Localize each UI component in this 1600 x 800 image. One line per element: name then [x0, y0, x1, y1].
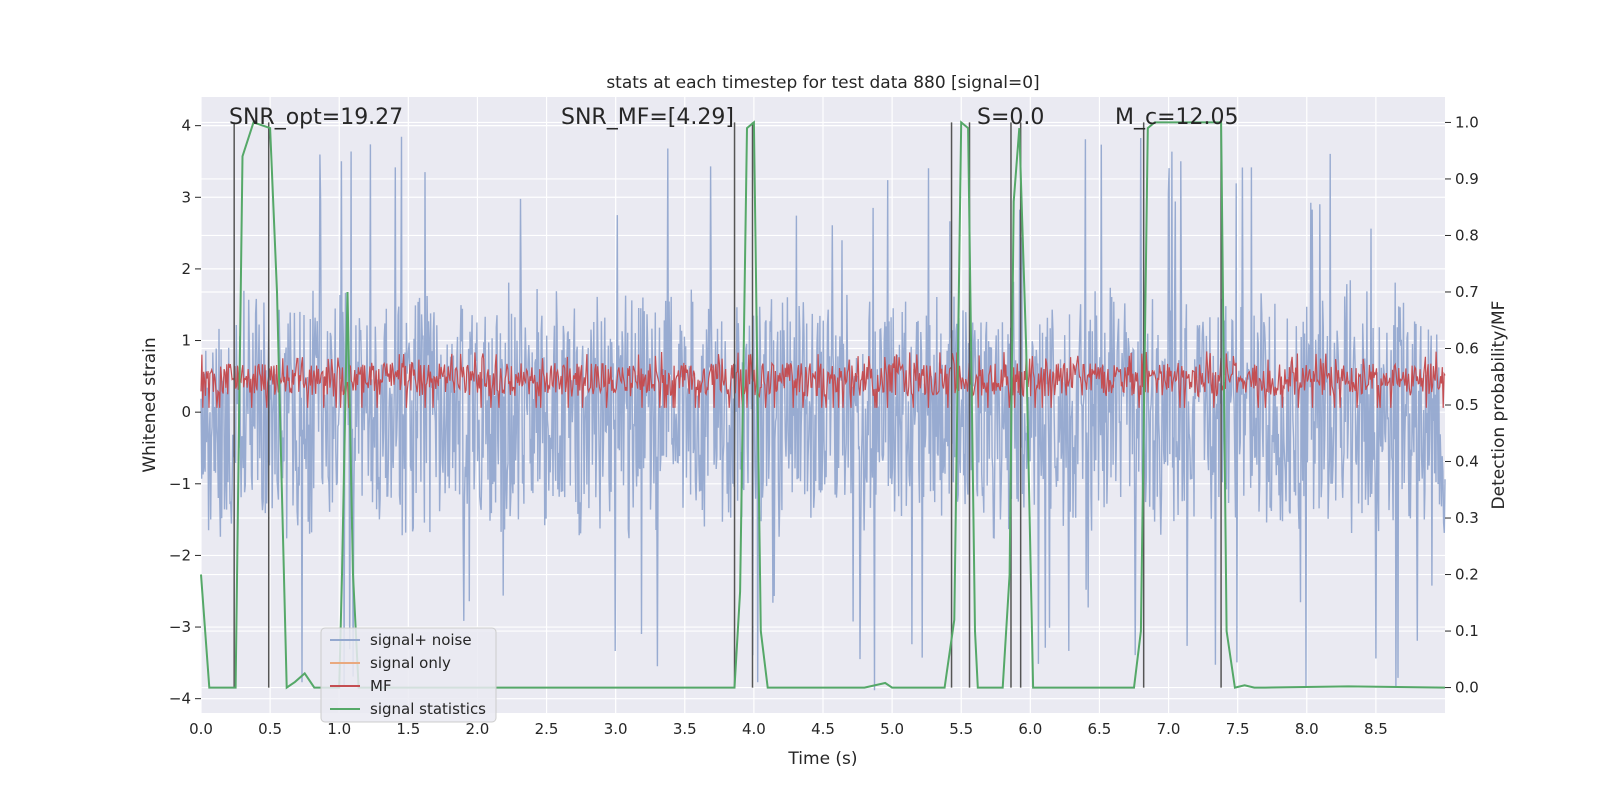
- mf-line: [200, 351, 1446, 408]
- y2-tick-label: 0.7: [1455, 283, 1479, 301]
- x-tick-label: 4.0: [742, 720, 766, 738]
- y-tick-label: −3: [169, 618, 191, 636]
- mf-series: [200, 351, 1446, 408]
- annotation-mc: M_c=12.05: [1115, 105, 1239, 130]
- x-tick-label: 2.0: [466, 720, 490, 738]
- legend-item-mf: MF: [330, 677, 392, 695]
- x-tick-label: 7.0: [1157, 720, 1181, 738]
- x-tick-label: 5.5: [949, 720, 973, 738]
- x-tick-label: 3.0: [604, 720, 628, 738]
- x-tick-label: 5.0: [880, 720, 904, 738]
- y2-tick-label: 0.5: [1455, 396, 1479, 414]
- y-tick-label: −1: [169, 475, 191, 493]
- signal-statistics-series: [200, 120, 1446, 690]
- y2-ticks: 1.0 0.9 0.8 0.7 0.6 0.5 0.4 0.3 0.2 0.1 0.0: [1445, 113, 1479, 697]
- y2-tick-label: 0.2: [1455, 566, 1479, 584]
- legend-label-signal-only: signal only: [370, 654, 451, 672]
- y2-tick-label: 0.3: [1455, 509, 1479, 527]
- legend-item-signal-statistics: signal statistics: [330, 700, 486, 718]
- y2-tick-label: 1.0: [1455, 113, 1479, 131]
- signal-statistics-line: [200, 120, 1446, 690]
- y2-axis-label: Detection probability/MF: [1489, 301, 1509, 510]
- x-tick-label: 7.5: [1226, 720, 1250, 738]
- y-tick-label: 3: [181, 188, 191, 206]
- x-tick-label: 4.5: [811, 720, 835, 738]
- legend-item-signal-noise: signal+ noise: [330, 631, 472, 649]
- chart-title: stats at each timestep for test data 880…: [606, 73, 1039, 93]
- legend-label-signal-statistics: signal statistics: [370, 700, 486, 718]
- y2-tick-label: 0.0: [1455, 679, 1479, 697]
- annotations: SNR_opt=19.27 SNR_MF=[4.29] S=0.0 M_c=12…: [229, 105, 1239, 130]
- x-tick-label: 1.0: [327, 720, 351, 738]
- x-tick-label: 1.5: [396, 720, 420, 738]
- x-tick-label: 6.5: [1088, 720, 1112, 738]
- y-ticks: 4 3 2 1 0 −1 −2 −3 −4: [169, 117, 201, 708]
- y-tick-label: 4: [181, 117, 191, 135]
- x-ticks: 0.0 0.5 1.0 1.5 2.0 2.5 3.0 3.5 4.0 4.5 5.0 5.5 6.0 6…: [189, 720, 1388, 738]
- x-tick-label: 8.5: [1364, 720, 1388, 738]
- x-tick-label: 6.0: [1018, 720, 1042, 738]
- y-tick-label: 2: [181, 260, 191, 278]
- y-tick-label: 0: [181, 403, 191, 421]
- legend-item-signal-only: signal only: [330, 654, 451, 672]
- legend-box: [320, 627, 497, 723]
- x-tick-label: 8.0: [1295, 720, 1319, 738]
- y2-tick-label: 0.6: [1455, 339, 1479, 357]
- legend: signal+ noise signal only MF signal stat…: [320, 627, 497, 723]
- annotation-snr-mf: SNR_MF=[4.29]: [561, 105, 734, 130]
- legend-label-mf: MF: [370, 677, 392, 695]
- annotation-snr-opt: SNR_opt=19.27: [229, 105, 403, 130]
- x-tick-label: 0.5: [258, 720, 282, 738]
- x-tick-label: 3.5: [673, 720, 697, 738]
- y2-tick-label: 0.1: [1455, 622, 1479, 640]
- y-tick-label: −4: [169, 690, 191, 708]
- y-axis-label: Whitened strain: [140, 337, 160, 472]
- x-tick-label: 2.5: [535, 720, 559, 738]
- y-tick-label: 1: [181, 332, 191, 350]
- y2-tick-label: 0.9: [1455, 170, 1479, 188]
- y2-tick-label: 0.4: [1455, 453, 1479, 471]
- y-tick-label: −2: [169, 546, 191, 564]
- x-tick-label: 0.0: [189, 720, 213, 738]
- legend-label-signal-noise: signal+ noise: [370, 631, 472, 649]
- annotation-s: S=0.0: [977, 105, 1044, 130]
- x-axis-label: Time (s): [787, 749, 857, 769]
- y2-tick-label: 0.8: [1455, 226, 1479, 244]
